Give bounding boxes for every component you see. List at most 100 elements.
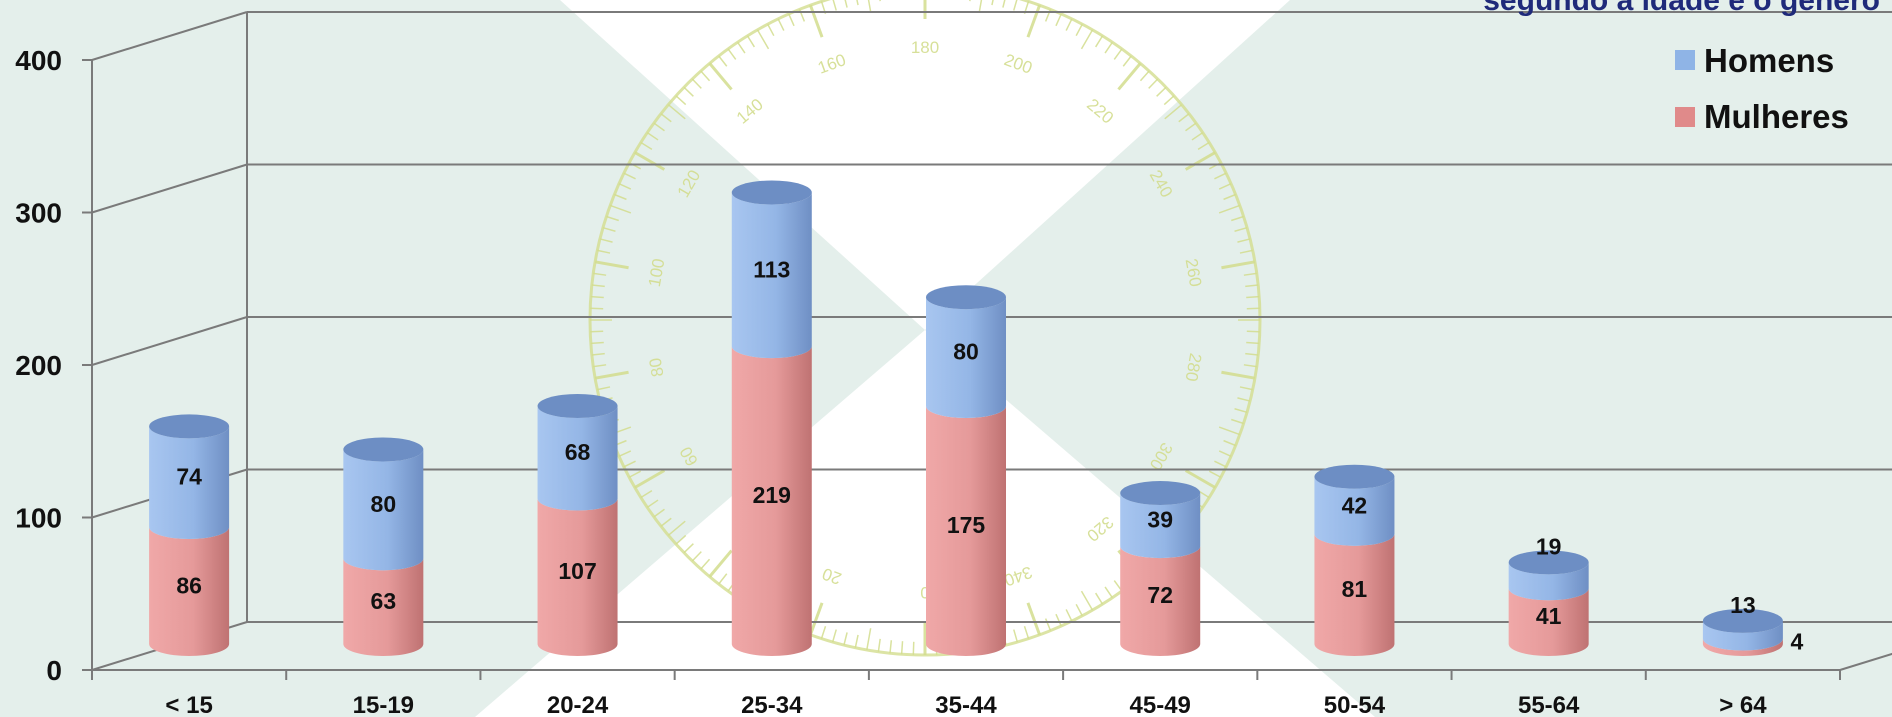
dial-tick [1234, 226, 1248, 232]
dial-tick [1065, 609, 1073, 622]
dial-tick [889, 640, 893, 654]
dial-tick [1163, 95, 1175, 106]
dial-tick [594, 370, 629, 380]
dial-tick [1221, 260, 1256, 270]
dial-tick [1197, 141, 1210, 151]
dial-tick [1044, 618, 1052, 631]
dial-tick [634, 469, 666, 489]
dial-tick [667, 520, 686, 536]
bar-segment-homens [149, 426, 230, 540]
dial-tick [1231, 215, 1244, 222]
dial-tick [866, 628, 872, 651]
dial-tick [991, 0, 994, 6]
data-label: 63 [371, 588, 397, 614]
x-tick-label: 15-19 [353, 692, 414, 717]
legend-swatch-mulheres [1675, 107, 1695, 127]
dial-tick [597, 386, 611, 391]
dial-tick [683, 86, 694, 97]
data-label: 68 [565, 439, 591, 465]
dial-tick [609, 204, 632, 214]
bar-segment-mulheres [1702, 638, 1783, 656]
dial-tick [594, 260, 629, 270]
x-tick-label: 45-49 [1130, 692, 1191, 717]
dial-tick [1075, 603, 1083, 617]
dial-tick [660, 113, 672, 123]
data-label: 41 [1536, 603, 1562, 629]
dial-tick [809, 602, 824, 636]
dial-tick [1214, 460, 1227, 468]
x-tick-label: 25-34 [741, 692, 803, 717]
dial-tick [1117, 62, 1142, 91]
dial-tick [618, 450, 632, 457]
x-tick-label: > 64 [1719, 692, 1767, 717]
dial-tick [1139, 70, 1150, 82]
dial-tick [628, 470, 642, 478]
dial-tick [691, 551, 702, 562]
dial-tick [675, 534, 687, 545]
labels: < 15 86 74 15-19 63 80 20-24 107 68 25-34 219 113 35… [165, 256, 1803, 717]
dial-tick [675, 95, 687, 106]
data-label: 80 [371, 491, 397, 517]
data-label: 81 [1342, 576, 1368, 602]
dial-tick [1246, 295, 1260, 299]
dial-tick [683, 543, 694, 554]
dial-tick [1026, 602, 1041, 636]
dial-tick [788, 13, 795, 27]
dial-tick [1191, 132, 1204, 141]
data-label: 80 [953, 339, 979, 365]
legend-label-mulheres: Mulheres [1704, 98, 1849, 135]
dial-tick [1246, 341, 1260, 345]
bar-segment-homens [1314, 476, 1395, 546]
dial-tick [1178, 113, 1190, 123]
dial-tick [1218, 183, 1232, 190]
dial-tick [737, 41, 746, 54]
dial-tick [1026, 4, 1041, 38]
dial-tick [1080, 29, 1094, 50]
dial-tick [653, 122, 665, 132]
dial-tick [1148, 78, 1159, 89]
x-tick-label: 20-24 [547, 692, 609, 717]
data-label: 72 [1147, 582, 1173, 608]
dial-tick [1013, 0, 1018, 11]
dial-tick [820, 626, 827, 639]
dial-tick [718, 55, 728, 67]
dial-tick [640, 141, 653, 151]
data-label: 13 [1730, 592, 1756, 618]
dial-tick [1185, 122, 1197, 132]
x-tick-label: 50-54 [1324, 692, 1386, 717]
bar-segment-mulheres [1120, 546, 1201, 656]
bar-top-cap [537, 394, 618, 418]
data-label: 86 [176, 573, 202, 599]
data-label: 39 [1147, 507, 1173, 533]
dial-tick [1237, 238, 1251, 243]
dial-tick [1223, 439, 1236, 447]
dial-tick [854, 634, 859, 648]
dial-label: 0 [920, 583, 929, 602]
dial-tick [900, 641, 904, 655]
dial-tick [756, 29, 770, 50]
dial-tick [809, 4, 824, 38]
bar-segment-homens [926, 297, 1006, 418]
dial-tick [1023, 626, 1030, 639]
gridline-side [91, 316, 248, 366]
bar-segment-homens [537, 406, 618, 511]
gridline-side [91, 11, 248, 61]
dial-tick [591, 352, 605, 356]
dial-tick [746, 35, 756, 48]
dial-tick [614, 193, 627, 201]
dial-tick [618, 183, 632, 190]
dial-tick [1243, 272, 1257, 276]
dial-tick [602, 226, 616, 232]
dial-tick [623, 172, 636, 180]
dial-tick [844, 0, 848, 8]
dial-tick [832, 0, 837, 11]
dial-tick [708, 549, 733, 578]
dial-label: 100 [645, 257, 669, 288]
bar-top-cap [926, 285, 1006, 310]
bar-segment-homens [343, 449, 424, 571]
dial-tick [727, 48, 737, 60]
bar-segment-mulheres [537, 498, 618, 656]
legend-swatch-homens [1675, 50, 1695, 70]
bar-segment-mulheres [343, 558, 424, 656]
